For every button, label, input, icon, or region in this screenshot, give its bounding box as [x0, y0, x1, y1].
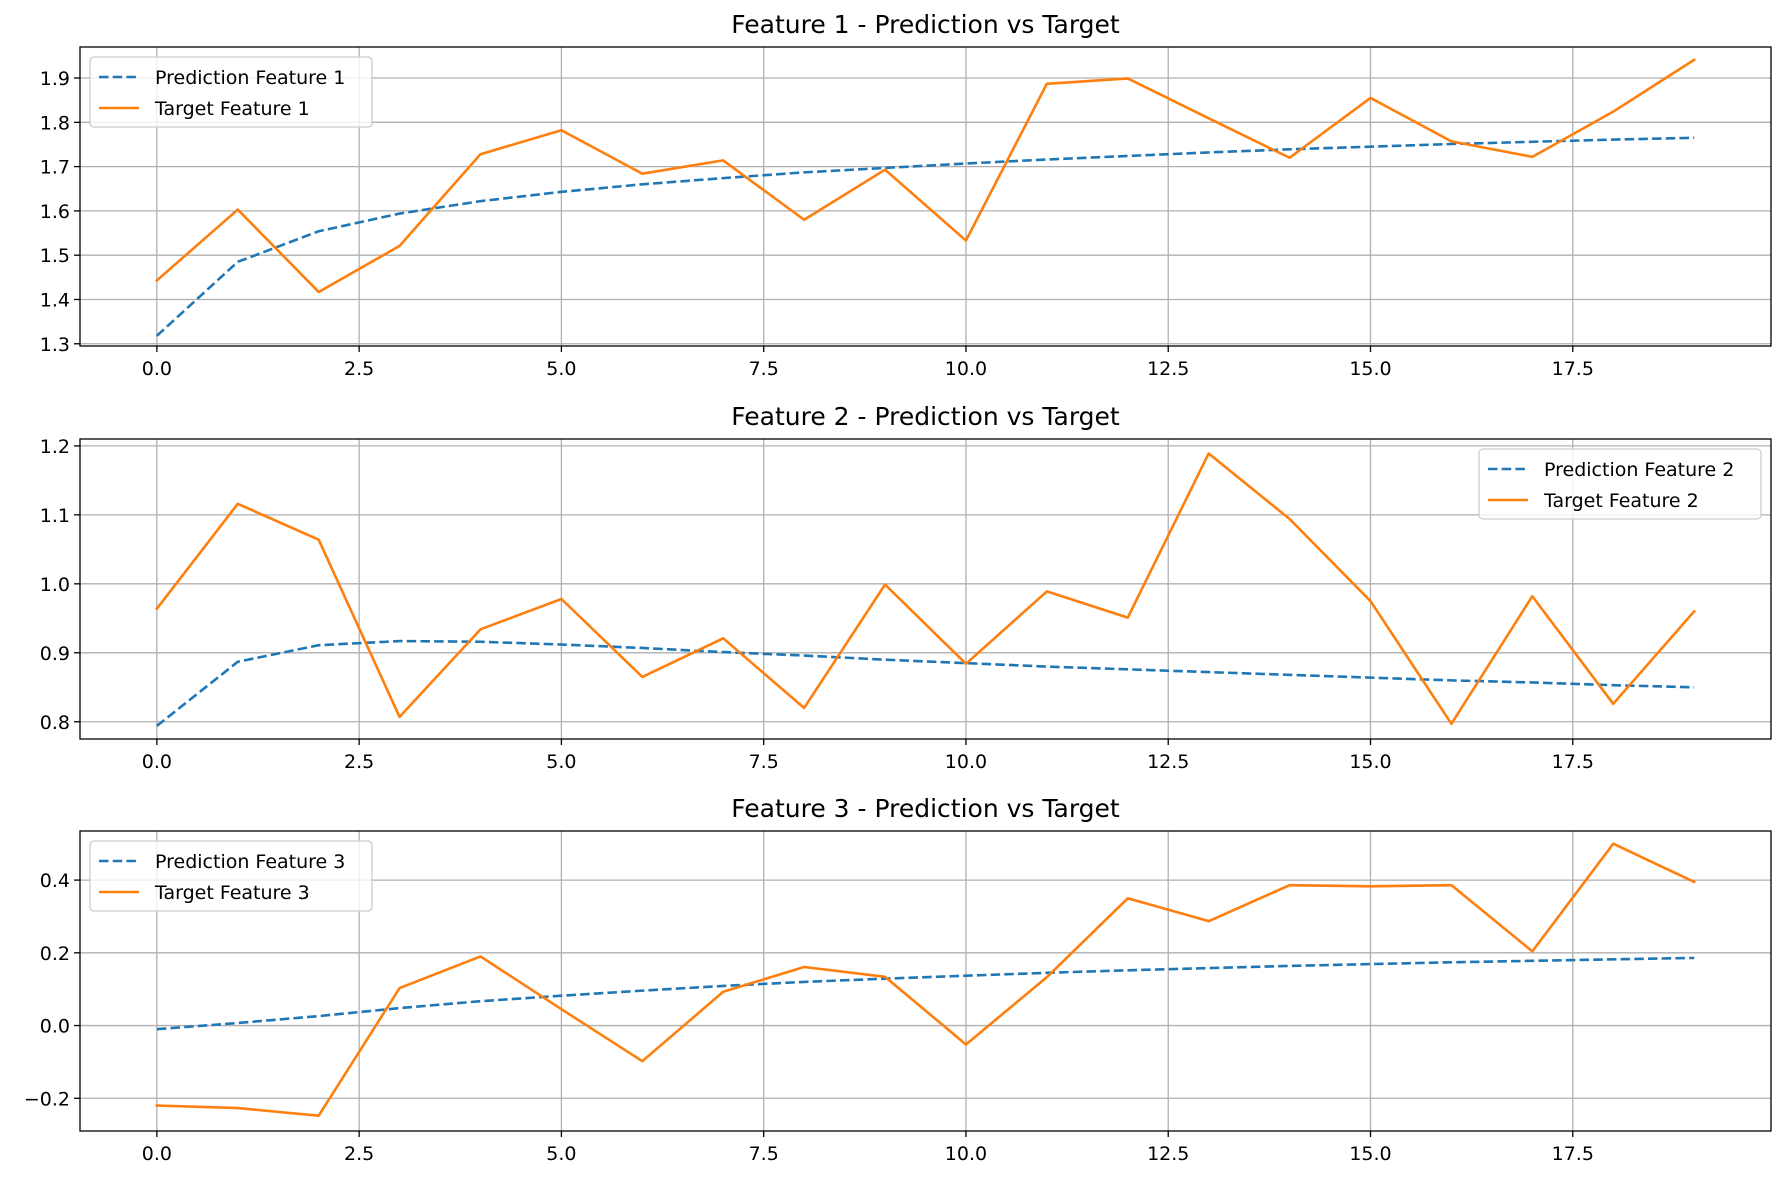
x-tick-label: 15.0: [1349, 1143, 1391, 1165]
subplot-feature-2: 0.0 2.5 5.0 7.5 10.0 12.5 15.0 17.5 0.8 0.9 1.0 1.1…: [40, 402, 1772, 773]
legend-box: [89, 56, 373, 128]
y-tick-label: 1.8: [40, 112, 70, 134]
x-tick-label: 10.0: [945, 751, 987, 773]
legend: Prediction Feature 2 Target Feature 2: [1478, 448, 1762, 520]
subplot-feature-3: 0.0 2.5 5.0 7.5 10.0 12.5 15.0 17.5 −0.2 0.0 0.2 0.…: [24, 794, 1772, 1165]
chart-title: Feature 3 - Prediction vs Target: [731, 794, 1120, 823]
axes-frame: [79, 830, 1772, 1132]
subplot-feature-1: 0.0 2.5 5.0 7.5 10.0 12.5 15.0 17.5 1.3 1.4 1.5 1.6…: [40, 10, 1772, 380]
y-tick-label: 0.4: [40, 870, 70, 892]
target-series-line: [155, 842, 1696, 1118]
x-tick-label: 5.0: [546, 1143, 576, 1165]
legend-label: Target Feature 2: [1543, 490, 1699, 512]
x-tick-label: 0.0: [142, 358, 172, 380]
x-tick-label: 0.0: [142, 751, 172, 773]
axes-frame: [79, 46, 1772, 347]
prediction-series-line: [156, 639, 1695, 727]
y-tick-label: 1.0: [40, 574, 70, 596]
x-tick-label: 2.5: [344, 1143, 374, 1165]
legend: Prediction Feature 1 Target Feature 1: [89, 56, 373, 128]
x-tick-label: 15.0: [1349, 751, 1391, 773]
x-tick-label: 2.5: [344, 358, 374, 380]
y-tick-label: 0.0: [40, 1016, 70, 1038]
y-tick-label: 0.8: [40, 712, 70, 734]
y-tick-label: 1.5: [40, 245, 70, 267]
legend-label: Target Feature 3: [154, 882, 310, 904]
y-tick-label: 1.2: [40, 436, 70, 458]
axes-frame: [79, 438, 1772, 740]
y-tick-label: 1.9: [40, 68, 70, 90]
legend-box: [89, 840, 373, 912]
x-tick-label: 10.0: [945, 358, 987, 380]
y-tick-label: 1.1: [40, 505, 70, 527]
x-tick-label: 5.0: [546, 358, 576, 380]
x-tick-label: 17.5: [1552, 358, 1594, 380]
y-tick-label: 0.2: [40, 943, 70, 965]
x-tick-label: 12.5: [1147, 358, 1189, 380]
prediction-series-line: [156, 956, 1695, 1031]
x-tick-label: 12.5: [1147, 1143, 1189, 1165]
legend-label: Target Feature 1: [154, 98, 310, 120]
x-tick-label: 15.0: [1349, 358, 1391, 380]
x-tick-label: 12.5: [1147, 751, 1189, 773]
x-tick-label: 17.5: [1552, 1143, 1594, 1165]
y-tick-label: −0.2: [24, 1088, 70, 1110]
y-tick-label: 1.3: [40, 334, 70, 356]
y-tick-label: 1.4: [40, 289, 70, 311]
x-tick-label: 5.0: [546, 751, 576, 773]
x-tick-label: 2.5: [344, 751, 374, 773]
y-tick-label: 1.6: [40, 201, 70, 223]
x-tick-label: 7.5: [749, 751, 779, 773]
chart-title: Feature 2 - Prediction vs Target: [731, 402, 1120, 431]
x-tick-label: 7.5: [749, 1143, 779, 1165]
x-tick-label: 7.5: [749, 358, 779, 380]
target-series-line: [155, 58, 1696, 294]
x-tick-label: 17.5: [1552, 751, 1594, 773]
legend: Prediction Feature 3 Target Feature 3: [89, 840, 373, 912]
y-tick-label: 1.7: [40, 157, 70, 179]
y-tick-label: 0.9: [40, 643, 70, 665]
legend-label: Prediction Feature 3: [155, 851, 345, 873]
legend-label: Prediction Feature 2: [1544, 459, 1734, 481]
chart-title: Feature 1 - Prediction vs Target: [731, 10, 1120, 39]
x-tick-label: 0.0: [142, 1143, 172, 1165]
legend-label: Prediction Feature 1: [155, 67, 345, 89]
x-tick-label: 10.0: [945, 1143, 987, 1165]
target-series-line: [155, 452, 1696, 726]
prediction-series-line: [155, 136, 1695, 337]
legend-box: [1478, 448, 1762, 520]
